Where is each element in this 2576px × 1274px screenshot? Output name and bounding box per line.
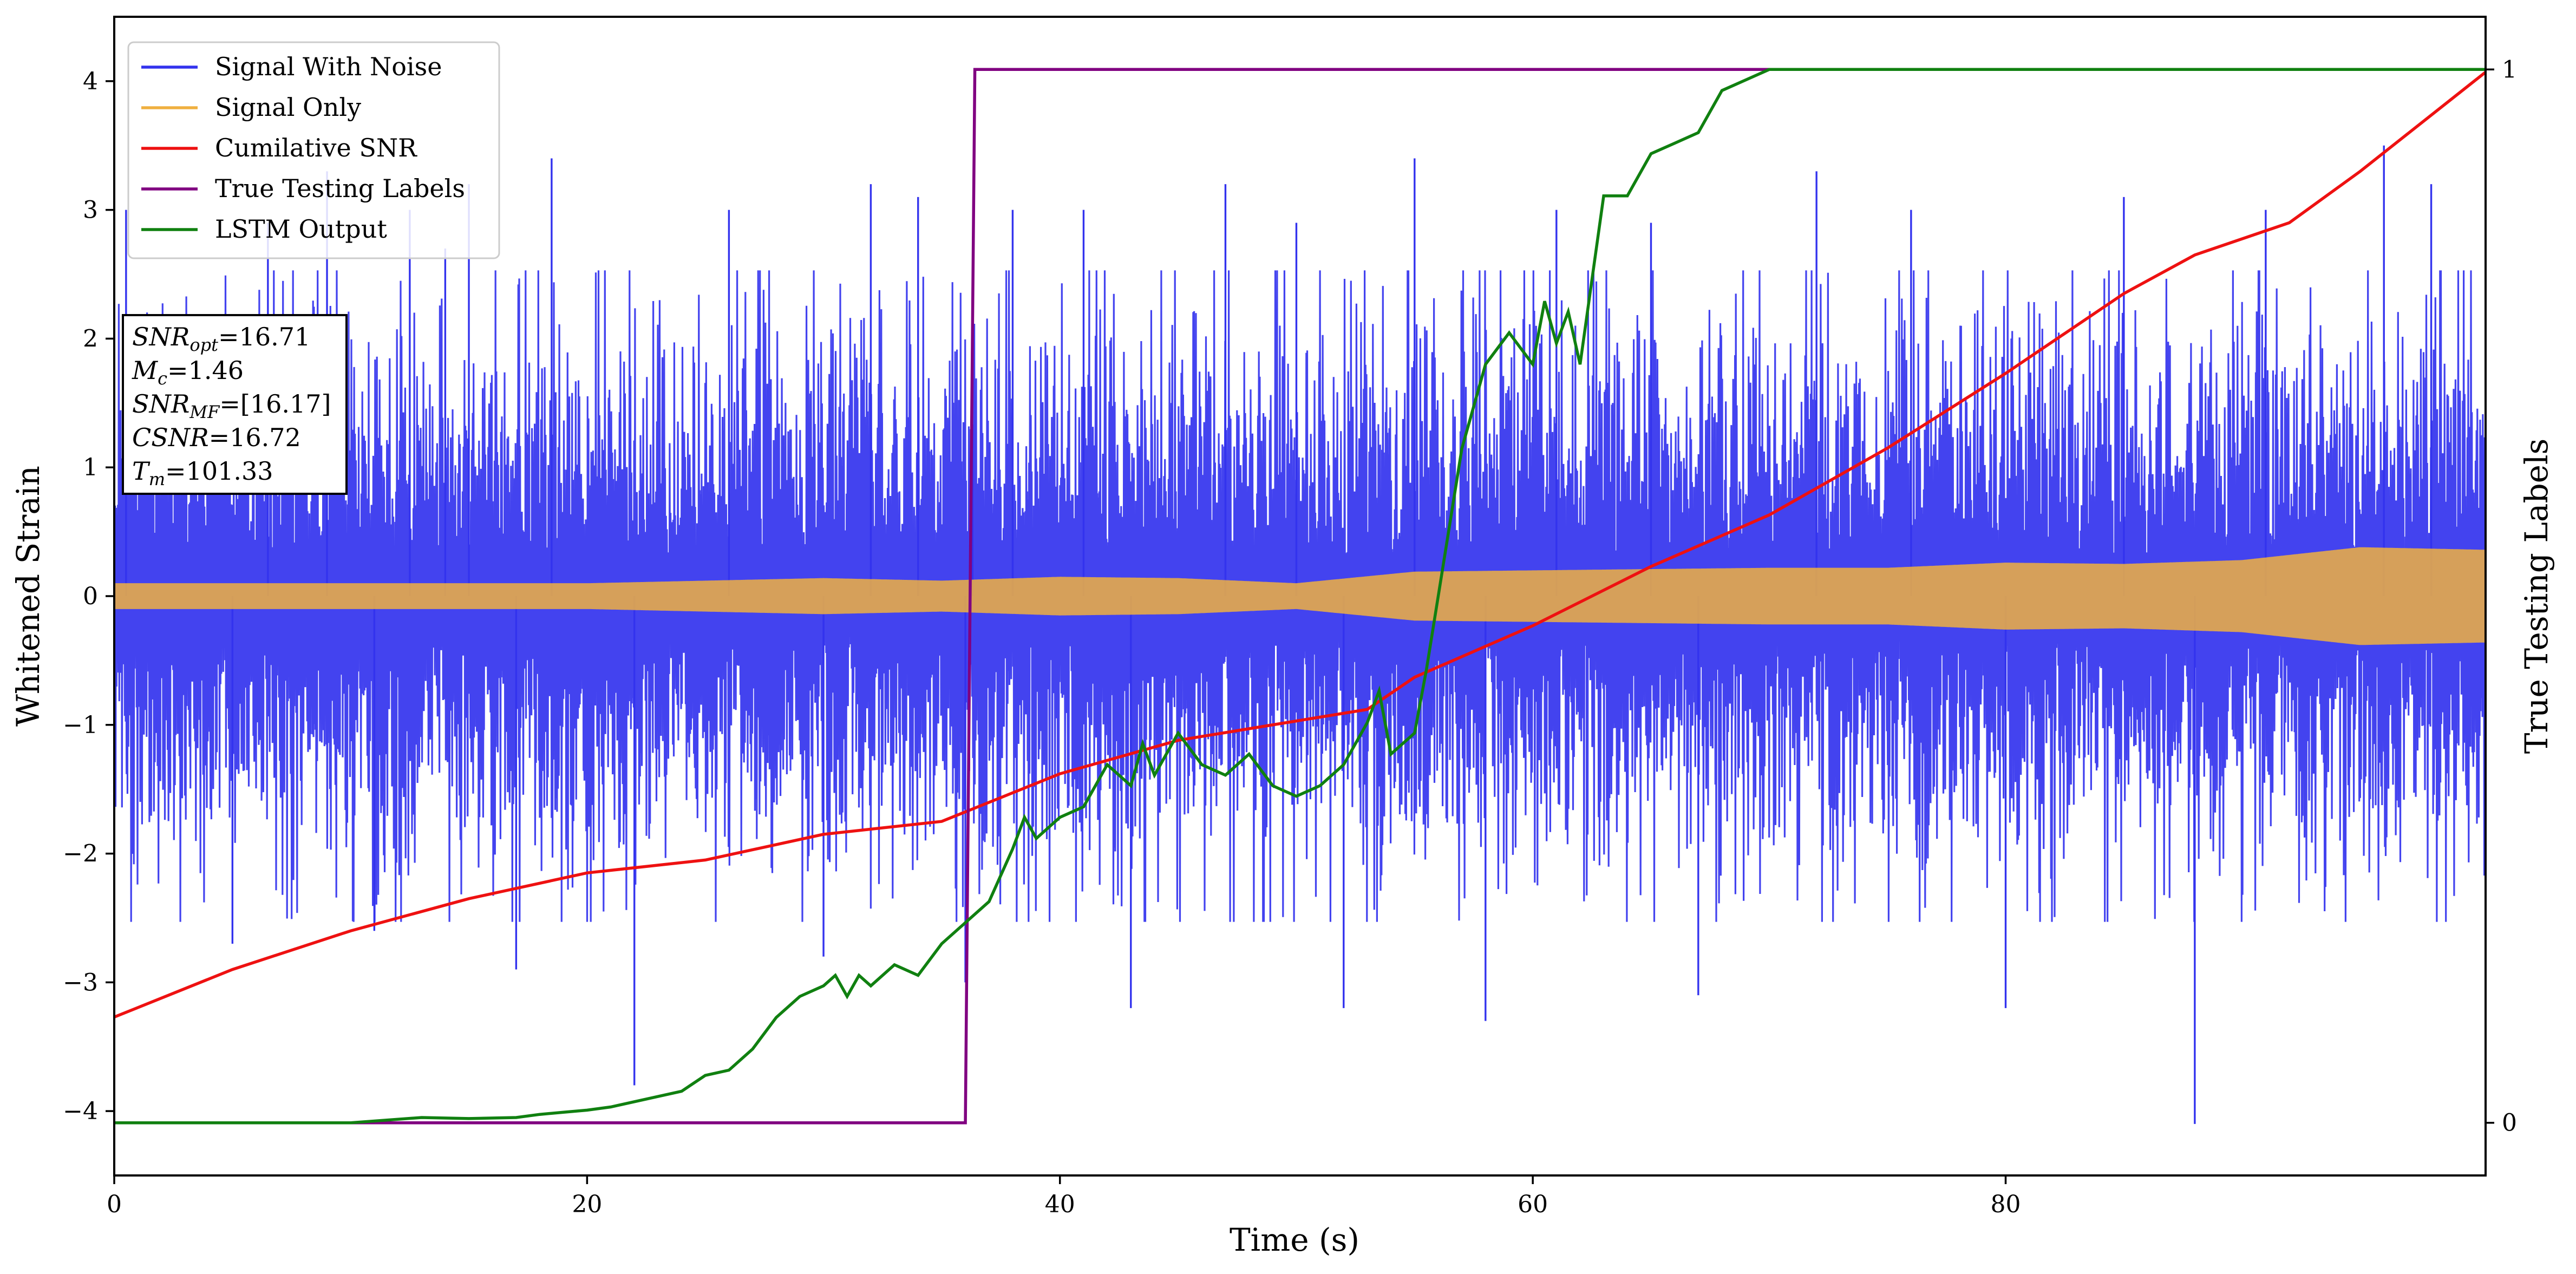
legend-frame [127, 41, 500, 259]
x-tick-label: 0 [107, 1191, 122, 1218]
y-tick-label: 3 [83, 197, 98, 224]
y-tick-label: −4 [63, 1097, 98, 1125]
info-line: Tm=101.33 [132, 456, 273, 489]
y-axis-title: Whitened Strain [10, 466, 47, 727]
series-layer [114, 68, 2486, 1125]
y-tick-label: −2 [63, 840, 98, 868]
info-line: SNRopt=16.71 [132, 322, 310, 355]
x-tick-label: 80 [1991, 1191, 2021, 1218]
series-cumulative-snr [114, 71, 2486, 1019]
y2-tick-label: 1 [2502, 56, 2517, 83]
y-tick-label: 2 [83, 325, 98, 352]
legend: Signal With Noise Signal Only Cumilative S… [127, 41, 500, 259]
y2-tick-label: 0 [2502, 1109, 2517, 1137]
series-lstm-output [114, 68, 2486, 1125]
info-line: Mc=1.46 [132, 356, 244, 389]
y-tick-label: −1 [63, 711, 98, 739]
x-tick-label: 40 [1045, 1191, 1075, 1218]
y-tick-label: 0 [83, 583, 98, 610]
series-signal-only [114, 547, 2486, 645]
x-tick-label: 20 [572, 1191, 602, 1218]
legend-label: Signal With Noise [215, 52, 442, 81]
info-line: CSNR=16.72 [132, 423, 301, 452]
y-tick-label: 4 [83, 68, 98, 95]
info-box-frame [122, 314, 348, 495]
legend-label: Cumilative SNR [215, 133, 417, 162]
legend-label: True Testing Labels [215, 174, 465, 203]
x-tick-label: 60 [1518, 1191, 1548, 1218]
info-box: SNRopt=16.71Mc=1.46SNRMF=[16.17]CSNR=16.… [122, 314, 348, 495]
legend-label: LSTM Output [215, 214, 387, 244]
legend-label: Signal Only [215, 93, 361, 122]
series-true-testing-labels [114, 68, 2486, 1125]
y-tick-label: −3 [63, 969, 98, 996]
x-axis-title: Time (s) [1230, 1221, 1359, 1258]
y-tick-label: 1 [83, 454, 98, 481]
info-line: SNRMF=[16.17] [132, 389, 331, 422]
y2-axis-title: True Testing Labels [2518, 439, 2555, 754]
